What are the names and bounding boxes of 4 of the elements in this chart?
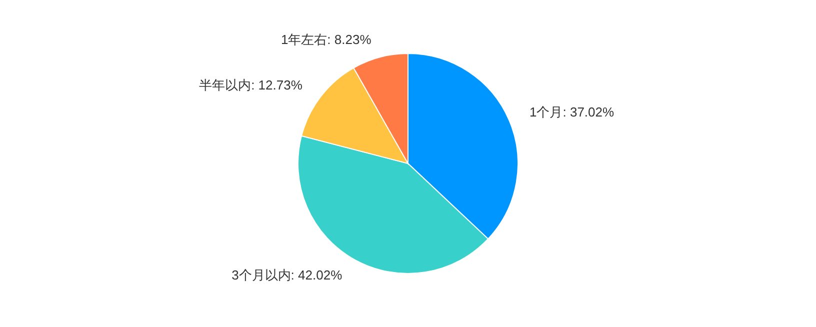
slice-label: 1个月: 37.02% (530, 104, 614, 120)
slice-label: 3个月以内: 42.02% (232, 268, 343, 283)
slice-label: 半年以内: 12.73% (199, 78, 303, 93)
slice-label: 1年左右: 8.23% (280, 32, 372, 47)
